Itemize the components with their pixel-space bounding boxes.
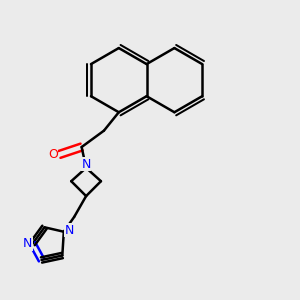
Text: N: N (22, 237, 32, 250)
Text: N: N (81, 158, 91, 171)
Text: O: O (48, 148, 58, 161)
Text: N: N (64, 224, 74, 237)
